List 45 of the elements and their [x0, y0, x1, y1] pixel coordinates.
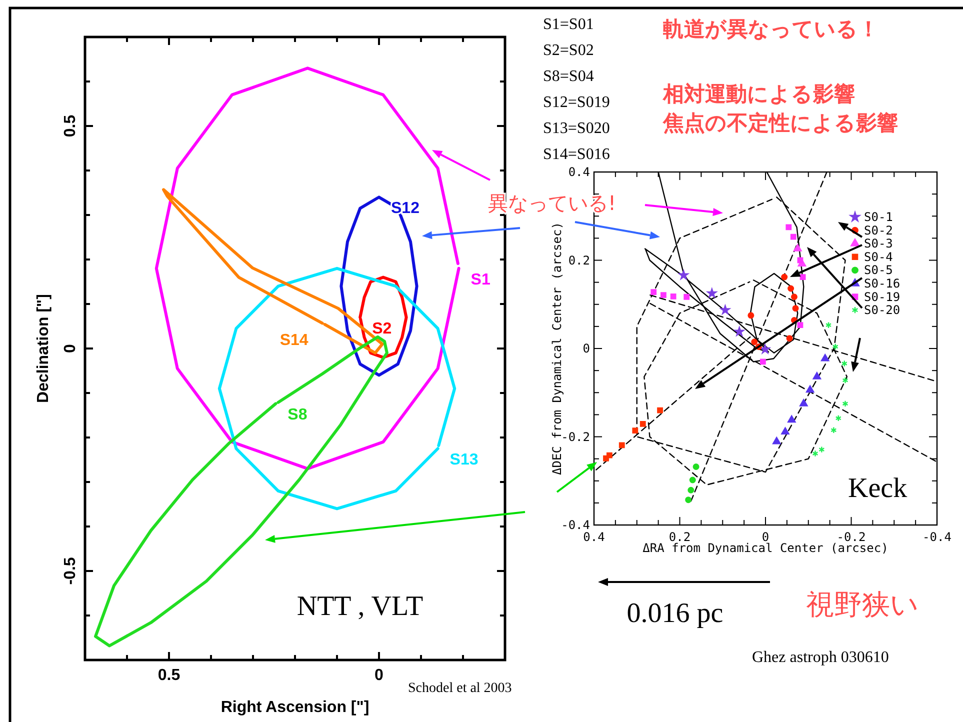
text: 軌道が異なっている！ — [663, 17, 879, 41]
y-axis-title: ΔDEC from Dynamical Center (arcsec) — [550, 222, 564, 475]
text: 相対運動による影響 — [662, 82, 855, 106]
series-label: S1 — [470, 271, 490, 288]
text: S1=S01 — [543, 16, 594, 33]
series-label: S2 — [372, 320, 392, 338]
annotation: NTT , VLT — [296, 591, 424, 622]
x-axis-title: ΔRA from Dynamical Center (arcsec) — [642, 541, 888, 555]
y-tick-label: -0.4 — [561, 518, 590, 532]
annotation: Keck — [848, 473, 908, 504]
x-tick-label: 0 — [762, 530, 770, 544]
x-tick-label: 0.2 — [668, 530, 691, 544]
y-tick-label: -0.2 — [561, 430, 590, 444]
series-label: S8 — [288, 406, 308, 424]
text: S13=S020 — [543, 120, 610, 137]
y-tick-label: 0.5 — [62, 114, 79, 138]
x-tick-label: 0.4 — [583, 530, 605, 544]
legend-label: S0-5 — [864, 263, 893, 278]
text: Ghez astroph 030610 — [752, 649, 889, 666]
text: S2=S02 — [543, 42, 594, 59]
x-tick-label: -0.2 — [836, 530, 866, 544]
text: 焦点の不定性による影響 — [662, 111, 898, 135]
y-tick-label: -0.5 — [62, 557, 79, 585]
text: S12=S019 — [543, 94, 610, 111]
y-tick-label: 0 — [582, 342, 590, 356]
y-axis-title: Declination ["] — [35, 294, 52, 403]
text: S8=S04 — [543, 68, 594, 85]
text: 視野狭い — [806, 588, 919, 621]
x-axis-title: Right Ascension ["] — [220, 699, 370, 716]
series-label: S13 — [450, 452, 478, 469]
series-label: S14 — [280, 332, 308, 350]
text: S14=S016 — [543, 146, 610, 163]
text: Schodel et al 2003 — [408, 681, 512, 696]
text: 0.016 pc — [626, 598, 724, 629]
legend-label: S0-2 — [864, 223, 893, 238]
legend-label: S0-3 — [864, 236, 893, 251]
y-tick-label: 0.2 — [568, 253, 590, 268]
legend-label: S0-20 — [864, 303, 900, 318]
y-tick-label: 0.4 — [568, 165, 590, 179]
legend-label: S0-1 — [864, 210, 893, 224]
x-tick-label: -0.4 — [922, 530, 952, 544]
legend-label: S0-4 — [864, 250, 893, 264]
legend-label: S0-16 — [864, 276, 900, 290]
y-tick-label: 0 — [62, 344, 79, 353]
legend-label: S0-19 — [864, 290, 900, 304]
